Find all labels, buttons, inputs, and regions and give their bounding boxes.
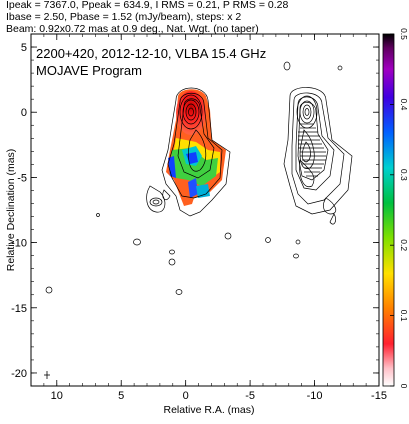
y-tick-label: 5 — [21, 42, 27, 54]
y-tick-label: -5 — [17, 172, 27, 184]
fpol-green — [170, 148, 218, 186]
y-axis-label: Relative Declination (mas) — [5, 149, 17, 272]
plot-title: 2200+420, 2012-12-10, VLBA 15.4 GHz — [36, 46, 266, 61]
y-tick-label: -15 — [11, 303, 27, 315]
fpol-left-edge — [168, 156, 176, 178]
fpol-cyan-lower — [196, 184, 210, 198]
colorbar-tick-label: 0.4 — [399, 98, 409, 110]
y-tick-label: -20 — [11, 368, 27, 380]
header-line-2: Ibase = 2.50, Pbase = 1.52 (mJy/beam), s… — [6, 11, 241, 23]
x-tick-label: 0 — [183, 390, 189, 402]
x-tick-label: 10 — [51, 390, 63, 402]
colorbar — [382, 33, 395, 387]
colorbar-tick-label: 0.3 — [399, 169, 409, 181]
x-axis-label: Relative R.A. (mas) — [163, 404, 254, 416]
x-tick-label: -10 — [307, 390, 323, 402]
colorbar-tick-label: 0.2 — [399, 239, 409, 251]
y-axis-ticks: 5 0 -5 -10 -15 -20 — [11, 42, 379, 380]
x-axis-ticks: 10 5 0 -5 -10 -15 — [43, 34, 387, 402]
polarization-vectors — [298, 123, 326, 177]
plot-frame — [30, 33, 380, 387]
left-contours — [45, 87, 232, 295]
y-tick-label: -10 — [11, 238, 27, 250]
x-tick-label: -5 — [245, 390, 255, 402]
polarization-panel — [45, 87, 232, 295]
colorbar-tick-label: 0.1 — [399, 310, 409, 322]
beam-marker — [44, 371, 50, 379]
colorbar-tick-label: 0.5 — [399, 28, 409, 40]
colorbar-ticks: 0 0.1 0.2 0.3 0.4 0.5 — [390, 28, 409, 389]
header-line-3: Beam: 0.92x0.72 mas at 0.9 deg., Nat. Wg… — [6, 23, 259, 35]
x-tick-label: -15 — [371, 390, 387, 402]
header-line-1: Ipeak = 7367.0, Ppeak = 634.9, I RMS = 0… — [6, 0, 288, 11]
colorbar-tick-label: 0 — [399, 384, 409, 389]
fpol-blue-lower — [188, 178, 198, 198]
y-tick-label: 0 — [21, 107, 27, 119]
x-tick-label: 5 — [118, 390, 124, 402]
plot-subtitle: MOJAVE Program — [36, 63, 142, 78]
